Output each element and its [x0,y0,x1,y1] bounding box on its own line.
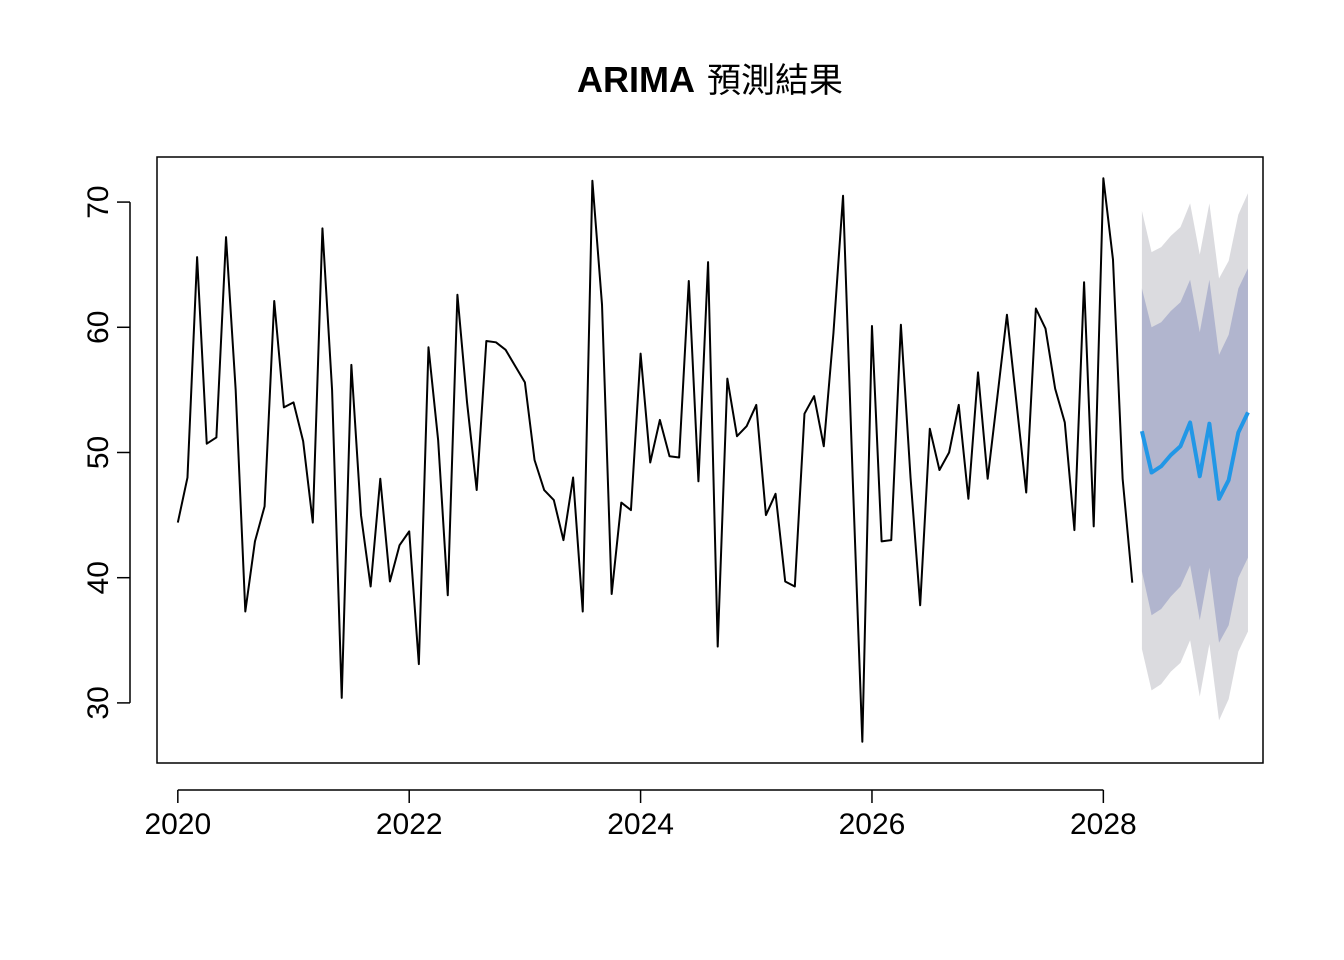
chart-title: ARIMA 預測結果 [577,59,843,101]
y-tick-label: 40 [82,561,115,594]
x-tick-label: 2028 [1070,808,1137,841]
y-tick-label: 50 [82,436,115,469]
chart-title-main: ARIMA [577,59,695,100]
x-tick-label: 2022 [376,808,443,841]
chart-title-suffix: 預測結果 [707,61,843,101]
observed-series-layer [176,177,1134,743]
x-axis: 2020 2022 2024 2026 2028 [144,789,1137,841]
y-tick-label: 30 [82,686,115,719]
y-tick-label: 70 [82,185,115,218]
y-tick-label: 60 [82,311,115,344]
x-tick-label: 2020 [144,808,211,841]
forecast-mean-line [1139,411,1250,501]
x-tick-label: 2026 [839,808,906,841]
x-tick-label: 2024 [607,808,674,841]
forecast-series-layer [1139,411,1250,501]
y-axis: 30 40 50 60 70 [82,185,131,720]
plot-frame [156,156,1264,764]
observed-series-line [176,177,1134,743]
